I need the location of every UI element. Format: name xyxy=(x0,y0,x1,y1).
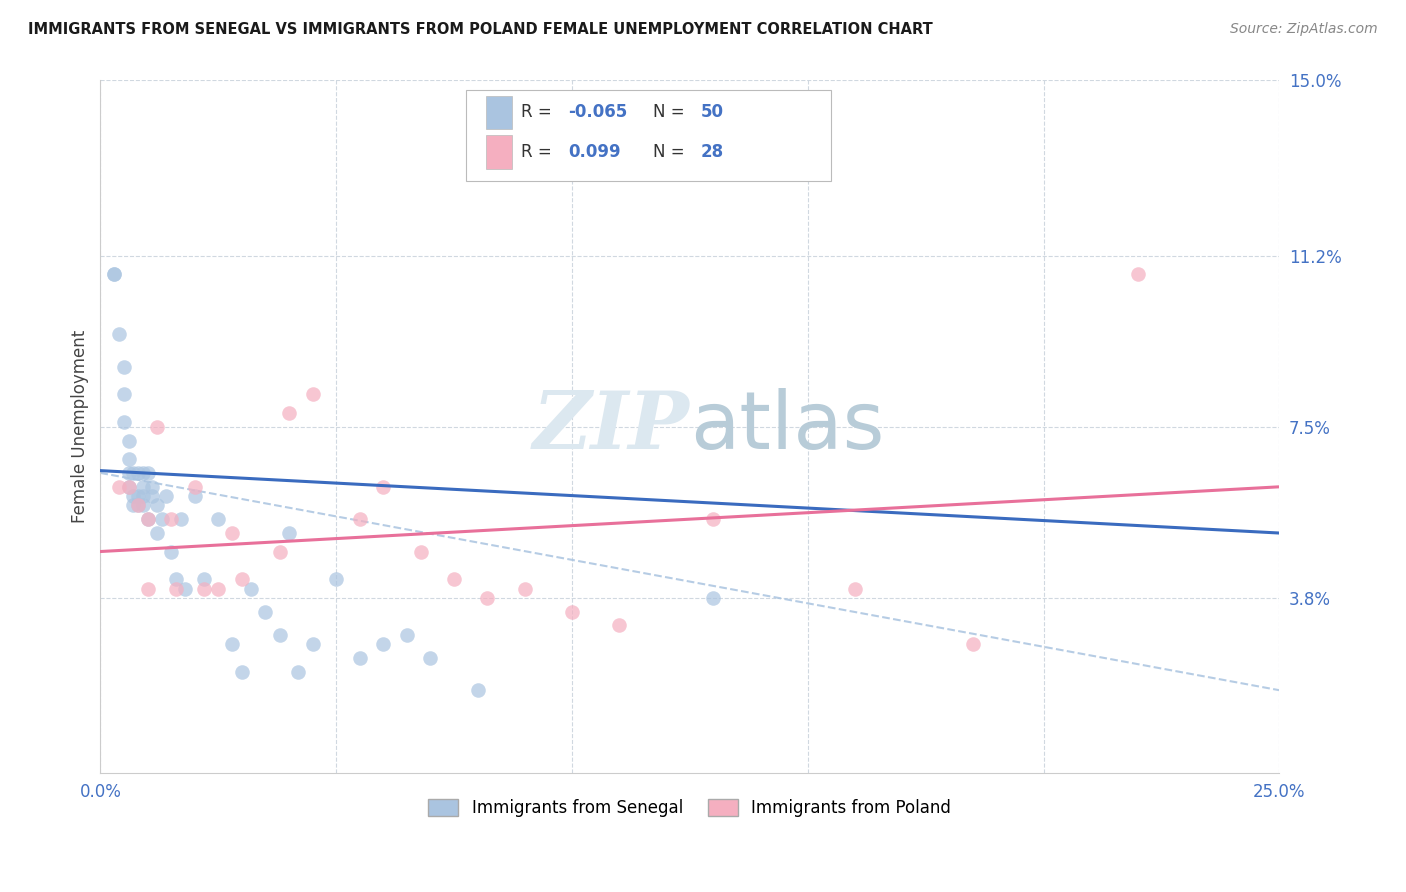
Point xyxy=(513,582,536,596)
Point xyxy=(108,480,131,494)
Point xyxy=(702,512,724,526)
Text: N =: N = xyxy=(654,143,690,161)
FancyBboxPatch shape xyxy=(486,136,512,169)
Point xyxy=(240,582,263,596)
Point xyxy=(132,466,155,480)
FancyBboxPatch shape xyxy=(465,90,831,180)
Point xyxy=(301,387,323,401)
Point xyxy=(325,572,347,586)
Point xyxy=(278,406,301,420)
Point xyxy=(155,489,177,503)
Point xyxy=(122,466,145,480)
Point xyxy=(561,605,583,619)
Y-axis label: Female Unemployment: Female Unemployment xyxy=(72,330,89,524)
Point xyxy=(231,665,253,679)
Point xyxy=(174,582,197,596)
Point xyxy=(136,466,159,480)
Point xyxy=(160,544,183,558)
Text: 0.099: 0.099 xyxy=(568,143,621,161)
Point xyxy=(193,572,215,586)
Point xyxy=(117,480,139,494)
Point xyxy=(108,327,131,342)
Legend: Immigrants from Senegal, Immigrants from Poland: Immigrants from Senegal, Immigrants from… xyxy=(422,793,957,824)
Point xyxy=(132,489,155,503)
Point xyxy=(373,637,395,651)
Point xyxy=(373,480,395,494)
Point xyxy=(165,582,187,596)
Point xyxy=(122,498,145,512)
Point xyxy=(301,637,323,651)
Point xyxy=(231,572,253,586)
Point xyxy=(150,512,173,526)
Point xyxy=(146,498,169,512)
Text: 50: 50 xyxy=(700,103,724,121)
Text: IMMIGRANTS FROM SENEGAL VS IMMIGRANTS FROM POLAND FEMALE UNEMPLOYMENT CORRELATIO: IMMIGRANTS FROM SENEGAL VS IMMIGRANTS FR… xyxy=(28,22,932,37)
Point xyxy=(103,267,125,281)
Point xyxy=(207,512,229,526)
Point xyxy=(409,544,432,558)
Point xyxy=(1126,267,1149,281)
Point xyxy=(183,489,205,503)
Point xyxy=(287,665,309,679)
Text: Source: ZipAtlas.com: Source: ZipAtlas.com xyxy=(1230,22,1378,37)
Point xyxy=(132,480,155,494)
Text: atlas: atlas xyxy=(690,388,884,466)
Point xyxy=(349,512,371,526)
Point xyxy=(141,480,163,494)
Point xyxy=(136,512,159,526)
Point xyxy=(607,618,630,632)
Point xyxy=(269,628,291,642)
Point xyxy=(127,489,149,503)
Point xyxy=(112,415,135,429)
Point xyxy=(183,480,205,494)
Point xyxy=(702,591,724,605)
Point xyxy=(193,582,215,596)
Point xyxy=(112,387,135,401)
Point xyxy=(254,605,277,619)
Point xyxy=(221,526,243,541)
Point xyxy=(146,526,169,541)
Point xyxy=(117,452,139,467)
Text: R =: R = xyxy=(522,103,557,121)
Point xyxy=(146,419,169,434)
Point xyxy=(117,480,139,494)
Point xyxy=(141,489,163,503)
Point xyxy=(117,466,139,480)
FancyBboxPatch shape xyxy=(486,95,512,128)
Point xyxy=(127,498,149,512)
Point xyxy=(962,637,984,651)
Point xyxy=(269,544,291,558)
Point xyxy=(467,683,489,698)
Text: ZIP: ZIP xyxy=(533,388,690,466)
Point xyxy=(160,512,183,526)
Point xyxy=(169,512,191,526)
Point xyxy=(127,466,149,480)
Point xyxy=(443,572,465,586)
Point xyxy=(278,526,301,541)
Point xyxy=(103,267,125,281)
Point xyxy=(112,359,135,374)
Text: R =: R = xyxy=(522,143,557,161)
Point xyxy=(165,572,187,586)
Point xyxy=(132,498,155,512)
Point xyxy=(221,637,243,651)
Point xyxy=(349,651,371,665)
Point xyxy=(419,651,441,665)
Point xyxy=(136,512,159,526)
Text: -0.065: -0.065 xyxy=(568,103,627,121)
Point xyxy=(136,582,159,596)
Point xyxy=(127,498,149,512)
Text: 28: 28 xyxy=(700,143,724,161)
Point xyxy=(122,489,145,503)
Point xyxy=(117,434,139,448)
Point xyxy=(475,591,498,605)
Point xyxy=(395,628,418,642)
Point xyxy=(207,582,229,596)
Text: N =: N = xyxy=(654,103,690,121)
Point xyxy=(844,582,866,596)
